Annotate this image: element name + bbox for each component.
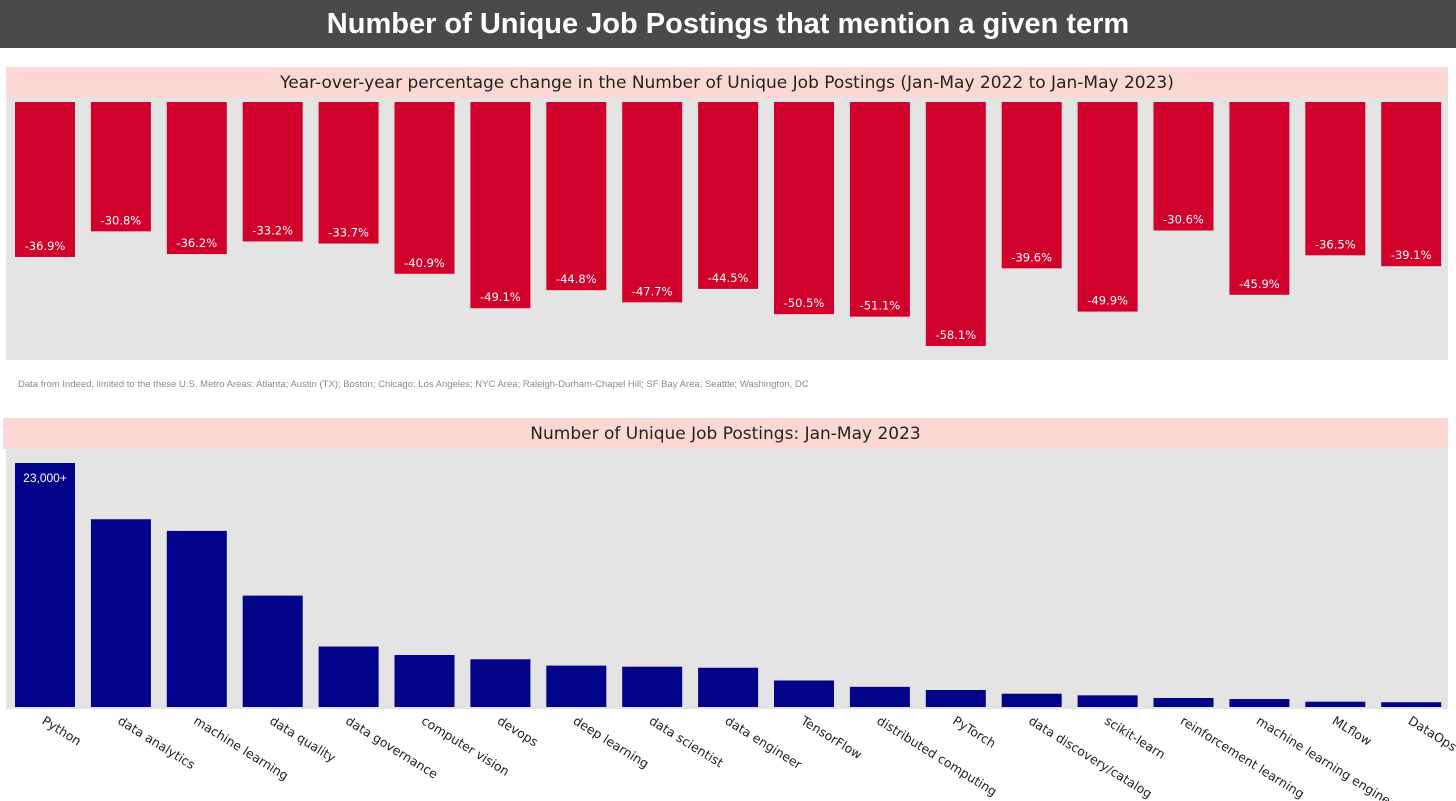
category-label-dataops: DataOps	[1406, 713, 1456, 754]
yoy-bar-label-data-scientist: -47.7%	[632, 284, 673, 298]
postings-bar-machine-learning	[166, 530, 227, 707]
category-label-machine-learning-engineer: machine learning engineer	[1254, 713, 1405, 801]
category-label-distributed-computing: distributed computing	[874, 713, 999, 799]
yoy-bar-label-computer-vision: -40.9%	[404, 256, 445, 270]
postings-bar-deep-learning	[546, 665, 607, 707]
postings-bar-label-python: 23,000+	[23, 471, 67, 485]
postings-bar-machine-learning-engineer	[1229, 699, 1290, 707]
postings-bar-scikit-learn	[1077, 695, 1138, 707]
category-label-pytorch: PyTorch	[950, 713, 998, 751]
category-label-mlflow: MLflow	[1330, 713, 1375, 749]
yoy-bar-tensorflow	[774, 102, 834, 315]
category-label-deep-learning: deep learning	[571, 713, 652, 771]
yoy-bar-reinforcement-learning	[1153, 102, 1214, 231]
category-label-data-quality: data quality	[267, 713, 339, 766]
postings-bar-data-governance	[318, 646, 379, 707]
category-label-reinforcement-learning: reinforcement learning	[1178, 713, 1307, 801]
yoy-bar-label-machine-learning: -36.2%	[176, 236, 217, 250]
postings-bar-data-quality	[242, 595, 303, 707]
postings-bar-data-engineer	[698, 667, 759, 707]
yoy-bar-python	[15, 102, 75, 257]
category-label-scikit-learn: scikit-learn	[1102, 713, 1168, 762]
yoy-bar-label-data-discovery-catalog: -39.6%	[1011, 250, 1052, 264]
yoy-bar-devops	[470, 102, 531, 309]
postings-bar-data-discovery-catalog	[1001, 693, 1062, 707]
yoy-chart-title-text: Year-over-year percentage change in the …	[280, 72, 1174, 93]
yoy-bar-computer-vision	[394, 102, 455, 274]
yoy-bar-label-mlflow: -36.5%	[1315, 237, 1356, 251]
yoy-change-chart: -36.9% -30.8% -36.2% -33.2% -33.7% -40.9% -49.…	[6, 98, 1448, 360]
yoy-bar-label-deep-learning: -44.8%	[556, 272, 597, 286]
category-label-data-scientist: data scientist	[647, 713, 727, 770]
page-title: Number of Unique Job Postings that menti…	[326, 7, 1130, 40]
data-source-note: Data from Indeed, limited to the these U…	[18, 379, 809, 390]
yoy-chart-title: Year-over-year percentage change in the …	[6, 67, 1448, 98]
yoy-bar-label-python: -36.9%	[25, 239, 66, 253]
yoy-bar-label-pytorch: -58.1%	[935, 328, 976, 342]
yoy-bar-label-data-engineer: -44.5%	[708, 271, 749, 285]
yoy-bar-data-quality	[242, 102, 303, 242]
category-label-tensorflow: TensorFlow	[798, 712, 865, 762]
yoy-bar-mlflow	[1305, 102, 1366, 256]
yoy-bar-label-dataops: -39.1%	[1391, 248, 1432, 262]
yoy-bar-data-engineer	[698, 102, 759, 289]
postings-bar-reinforcement-learning	[1153, 697, 1214, 707]
postings-bar-data-analytics	[90, 519, 151, 707]
yoy-bar-dataops	[1381, 102, 1442, 267]
yoy-bar-pytorch	[925, 102, 986, 347]
category-label-devops: devops	[495, 713, 541, 750]
postings-bar-distributed-computing	[849, 686, 910, 707]
postings-chart-title: Number of Unique Job Postings: Jan-May 2…	[3, 418, 1448, 449]
yoy-bar-label-scikit-learn: -49.9%	[1087, 294, 1128, 308]
postings-bar-computer-vision	[394, 655, 455, 707]
yoy-bar-machine-learning	[166, 102, 227, 255]
postings-bar-tensorflow	[774, 680, 834, 707]
yoy-bar-data-governance	[318, 102, 379, 244]
category-label-data-engineer: data engineer	[723, 713, 806, 773]
yoy-bar-label-data-analytics: -30.8%	[101, 213, 142, 227]
category-label-python: Python	[39, 713, 84, 749]
yoy-bar-data-scientist	[622, 102, 683, 303]
category-label-data-discovery-catalog: data discovery/catalog	[1026, 713, 1155, 801]
yoy-bar-data-discovery-catalog	[1001, 102, 1062, 269]
yoy-bar-distributed-computing	[849, 102, 910, 317]
postings-bar-mlflow	[1305, 701, 1366, 707]
yoy-bar-label-reinforcement-learning: -30.6%	[1163, 213, 1204, 227]
yoy-bar-deep-learning	[546, 102, 607, 291]
yoy-bar-label-machine-learning-engineer: -45.9%	[1239, 277, 1280, 291]
postings-chart-title-text: Number of Unique Job Postings: Jan-May 2…	[530, 423, 921, 444]
postings-bar-pytorch	[925, 690, 986, 707]
postings-bar-data-scientist	[622, 666, 683, 707]
yoy-bar-data-analytics	[90, 102, 151, 232]
postings-bar-python	[15, 463, 75, 707]
yoy-bar-label-devops: -49.1%	[480, 290, 521, 304]
yoy-bar-label-data-governance: -33.7%	[328, 226, 369, 240]
page-header: Number of Unique Job Postings that menti…	[0, 0, 1456, 48]
yoy-bar-label-tensorflow: -50.5%	[784, 296, 825, 310]
yoy-bar-label-distributed-computing: -51.1%	[860, 299, 901, 313]
yoy-bar-machine-learning-engineer	[1229, 102, 1290, 295]
yoy-bar-scikit-learn	[1077, 102, 1138, 312]
postings-count-chart: 23,000+ Python data analytics machine learn…	[6, 449, 1456, 801]
category-label-data-analytics: data analytics	[115, 713, 198, 772]
yoy-bar-label-data-quality: -33.2%	[252, 223, 293, 237]
postings-bar-devops	[470, 659, 531, 707]
postings-bar-dataops	[1381, 702, 1442, 707]
